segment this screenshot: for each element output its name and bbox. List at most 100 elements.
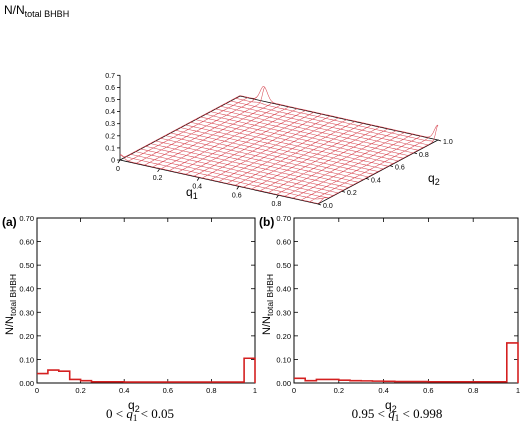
x-tick-label: 0.6: [232, 192, 242, 199]
mesh-line-q1: [136, 97, 257, 164]
mesh-line-q2: [139, 148, 339, 194]
panel-b-y-ticks: 0.00 0.10 0.20 0.30 0.40 0.50 0.60 0.70: [276, 214, 518, 388]
y-tick-label: 0.20: [19, 332, 34, 341]
panel-a-histogram-steps: [37, 357, 256, 383]
y-tick-label: 0.50: [19, 261, 34, 270]
mesh-line-q2: [159, 137, 359, 183]
panel-a-x-axis-label: q2: [128, 398, 140, 414]
x-tick-mark: [236, 186, 240, 190]
x-tick-label: 0.2: [75, 386, 85, 395]
x-tick-label: 0.4: [378, 386, 388, 395]
z-tick-label: 0.5: [105, 97, 115, 104]
mesh-line-q2: [124, 156, 324, 200]
mesh-line-q2: [214, 108, 414, 154]
panel-b-x-ticks: 0 0.2 0.4 0.6 0.8 1: [292, 218, 520, 395]
mesh-line-q1: [309, 136, 430, 202]
mesh-line-q2: [149, 143, 349, 188]
mesh-line-q2: [229, 100, 429, 146]
panel-a-y-ticks: 0.00 0.10 0.20 0.30 0.40 0.50 0.60 0.70: [19, 214, 255, 388]
y-tick-label: 0.30: [276, 308, 291, 317]
x-tick-mark: [276, 194, 279, 199]
mesh-line-q2: [224, 103, 424, 148]
x-tick-label: 0.6: [163, 386, 173, 395]
mesh-line-q2: [189, 121, 389, 167]
surface-mesh: [119, 86, 440, 205]
mesh-line-q2: [184, 124, 384, 170]
y-tick-label: 0.00: [19, 379, 34, 388]
mesh-line-q2: [179, 127, 379, 172]
z-tick-label: 0.2: [105, 133, 115, 140]
panel-b-x-axis-label: q2: [385, 398, 397, 414]
panel-b-y-axis-label: N/Ntotal BHBH: [261, 274, 275, 335]
panel-a-label: (a): [2, 215, 17, 229]
panel-a-frame: [36, 217, 256, 384]
x-tick-label: 0.4: [119, 386, 129, 395]
y-tick-label: 0.6: [395, 165, 405, 172]
mesh-line-q2: [174, 129, 374, 175]
y-tick-label: 0.60: [19, 238, 34, 247]
x-tick-label: 0: [292, 386, 296, 395]
mesh-line-q2: [199, 116, 399, 162]
y-tick-label: 0.60: [276, 238, 291, 247]
y-tick-label: 0.40: [276, 285, 291, 294]
surface-x-ticks: 0 0.2 0.4 0.6 0.8: [116, 159, 282, 208]
mesh-line-q2: [144, 145, 344, 191]
panel-a-caption: 0 < q1 < 0.05: [106, 406, 174, 423]
surface-z-axis-label: N/Ntotal BHBH: [4, 3, 69, 19]
x-tick-label: 1: [516, 386, 520, 395]
y-tick-label: 1.0: [443, 139, 453, 146]
y-tick-label: 0.4: [371, 177, 381, 184]
mesh-line-q2: [234, 97, 434, 142]
base-frame: [119, 95, 440, 205]
z-tick-label: 0.7: [105, 73, 115, 80]
surface-y-axis-label: q2: [428, 171, 440, 187]
x-tick-label: 0.4: [192, 184, 202, 191]
mesh-line-q2: [204, 113, 404, 159]
surface-3d-chart: N/Ntotal BHBH 0 0.1 0.2 0.3 0.4 0.5 0.6 0.7 0 0.…: [4, 3, 453, 210]
mesh-line-q2: [164, 135, 364, 180]
y-tick-label: 0.70: [19, 214, 34, 223]
panel-a-y-axis-label: N/Ntotal BHBH: [4, 274, 18, 335]
histogram-panel-a: (a) N/Ntotal BHBH 0.000.100.200.300.400.…: [2, 214, 257, 423]
z-tick-label: 0.3: [105, 121, 115, 128]
mesh-line-q2: [239, 86, 439, 138]
y-tick-label: 0.2: [347, 190, 357, 197]
x-tick-label: 0.2: [334, 386, 344, 395]
y-tick-label: 0.8: [419, 152, 429, 159]
x-tick-mark: [157, 168, 160, 173]
mesh-line-q2: [129, 153, 329, 199]
y-tick-label: 0.40: [19, 285, 34, 294]
surface-z-ticks: 0 0.1 0.2 0.3 0.4 0.5 0.6 0.7: [105, 73, 121, 165]
z-tick-label: 0.1: [105, 145, 115, 152]
x-tick-label: 0.8: [206, 386, 216, 395]
y-tick-label: 0.30: [19, 308, 34, 317]
x-tick-label: 0.6: [423, 386, 433, 395]
y-tick-label: 0.10: [276, 355, 291, 364]
panel-a-x-ticks: 0 0.2 0.4 0.6 0.8 1: [35, 218, 257, 395]
z-tick-label: 0: [111, 158, 115, 165]
y-tick-label: 0.00: [276, 379, 291, 388]
mesh-line-q2: [219, 105, 419, 151]
y-tick-label: 0.70: [276, 214, 291, 223]
x-tick-mark: [117, 159, 121, 164]
mesh-line-q2: [194, 119, 394, 164]
mesh-line-q2: [169, 132, 369, 178]
x-tick-label: 0.8: [272, 201, 282, 208]
panel-b-histogram-steps: [294, 342, 519, 383]
x-tick-label: 0.2: [153, 175, 163, 182]
mesh-line-q2: [209, 111, 409, 156]
x-tick-label: 0: [35, 386, 39, 395]
x-tick-label: 1: [253, 386, 257, 395]
panel-b-label: (b): [259, 215, 274, 229]
histogram-panel-b: (b) N/Ntotal BHBH 0.000.100.200.300.400.…: [259, 214, 520, 423]
mesh-line-q2: [154, 140, 354, 186]
y-tick-label: 0.20: [276, 332, 291, 341]
panel-b-caption: 0.95 < q1 < 0.998: [352, 406, 443, 423]
x-tick-label: 0: [116, 166, 120, 173]
mesh-line-q2: [119, 154, 319, 204]
panel-b-frame: [293, 217, 519, 384]
mesh-line-q2: [134, 151, 334, 196]
surface-y-ticks: 0.0 0.2 0.4 0.6 0.8 1.0: [317, 139, 453, 210]
y-tick-label: 0.10: [19, 355, 34, 364]
